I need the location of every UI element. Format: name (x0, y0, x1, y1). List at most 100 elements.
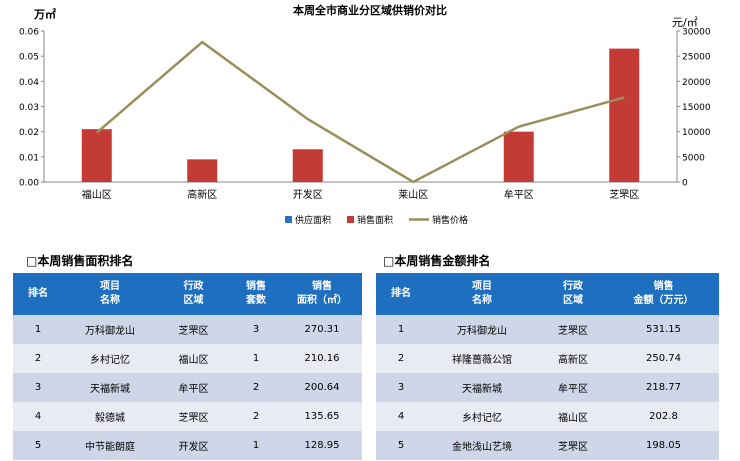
table-row: 2 祥隆蔷薇公馆 高新区 250.74 (376, 344, 719, 373)
y-left-tick-label: 0.00 (19, 179, 39, 189)
table-cell: 218.77 (608, 373, 719, 402)
square-icon: □ (26, 254, 38, 268)
table-cell: 万科御龙山 (63, 315, 157, 344)
column-header: 销售 套数 (230, 273, 282, 315)
legend-swatch (285, 216, 292, 223)
bar-销售面积 (292, 149, 323, 182)
table-header-row: 排名 项目 名称 行政 区域 销售 套数 销售 面积（㎡） (13, 273, 362, 315)
table-cell: 2 (230, 373, 282, 402)
table-cell: 芝罘区 (157, 402, 230, 431)
y-right-tick-label: 0 (682, 179, 688, 189)
line-销售价格 (95, 40, 625, 184)
area-table-title-text: 本周销售面积排名 (37, 254, 134, 268)
table-cell: 牟平区 (157, 373, 230, 402)
x-tick-label: 牟平区 (504, 188, 534, 201)
y-left-tick-label: 0.05 (19, 53, 39, 63)
table-cell: 芝罘区 (538, 431, 608, 460)
y-left-unit: 万㎡ (33, 7, 56, 21)
table-row: 1 万科御龙山 芝罘区 531.15 (376, 315, 719, 344)
column-header: 销售 面积（㎡） (282, 273, 362, 315)
bar-销售面积 (187, 159, 218, 182)
column-header: 行政 区域 (538, 273, 608, 315)
table-cell: 250.74 (608, 344, 719, 373)
table-cell: 2 (230, 402, 282, 431)
table-cell: 3 (13, 373, 63, 402)
bar-销售面积 (503, 131, 534, 182)
table-cell: 毅德城 (63, 402, 157, 431)
square-icon: □ (383, 254, 395, 268)
table-cell: 202.8 (608, 402, 719, 431)
table-row: 4 乡村记忆 福山区 202.8 (376, 402, 719, 431)
column-header: 排名 (376, 273, 426, 315)
table-cell: 牟平区 (538, 373, 608, 402)
bar-销售面积 (81, 129, 112, 182)
y-right-tick-label: 15000 (682, 103, 711, 113)
column-header: 排名 (13, 273, 63, 315)
table-cell: 128.95 (282, 431, 362, 460)
x-tick-label: 福山区 (82, 188, 112, 201)
y-right-tick-label: 20000 (682, 78, 711, 88)
y-left-tick-label: 0.06 (19, 28, 39, 38)
table-cell: 1 (13, 315, 63, 344)
table-cell: 531.15 (608, 315, 719, 344)
table-cell: 天福新城 (63, 373, 157, 402)
table-cell: 4 (13, 402, 63, 431)
table-cell: 天福新城 (426, 373, 538, 402)
table-cell: 270.31 (282, 315, 362, 344)
table-row: 5 金地浅山艺境 芝罘区 198.05 (376, 431, 719, 460)
y-left-tick-label: 0.01 (19, 153, 39, 163)
table-cell: 祥隆蔷薇公馆 (426, 344, 538, 373)
x-tick-label: 高新区 (187, 188, 217, 201)
x-tick-label: 莱山区 (398, 189, 428, 201)
table-cell: 福山区 (157, 344, 230, 373)
table-cell: 万科御龙山 (426, 315, 538, 344)
table-cell: 3 (376, 373, 426, 402)
table-cell: 福山区 (538, 402, 608, 431)
table-cell: 198.05 (608, 431, 719, 460)
legend-swatch (347, 216, 354, 223)
table-cell: 芝罘区 (157, 315, 230, 344)
table-cell: 2 (13, 344, 63, 373)
table-cell: 中节能朗庭 (63, 431, 157, 460)
table-row: 5 中节能朗庭 开发区 1 128.95 (13, 431, 362, 460)
y-right-tick-label: 5000 (682, 153, 705, 163)
area-ranking-table: 排名 项目 名称 行政 区域 销售 套数 销售 面积（㎡） 1 万科御龙山 芝罘区 3 270.31 2 乡… (13, 273, 362, 460)
table-cell: 高新区 (538, 344, 608, 373)
y-right-unit: 元/㎡ (672, 16, 698, 29)
bar-销售面积 (609, 48, 640, 182)
table-cell: 210.16 (282, 344, 362, 373)
table-row: 4 毅德城 芝罘区 2 135.65 (13, 402, 362, 431)
table-cell: 3 (230, 315, 282, 344)
table-cell: 乡村记忆 (426, 402, 538, 431)
column-header: 项目 名称 (63, 273, 157, 315)
table-header-row: 排名 项目 名称 行政 区域 销售 金额（万元） (376, 273, 719, 315)
table-cell: 4 (376, 402, 426, 431)
legend-label: 销售面积 (357, 214, 393, 226)
table-cell: 1 (230, 431, 282, 460)
legend-label: 销售价格 (432, 214, 468, 226)
table-row: 3 天福新城 牟平区 2 200.64 (13, 373, 362, 402)
x-tick-label: 开发区 (293, 188, 323, 201)
table-cell: 135.65 (282, 402, 362, 431)
table-cell: 2 (376, 344, 426, 373)
amount-ranking-table: 排名 项目 名称 行政 区域 销售 金额（万元） 1 万科御龙山 芝罘区 531.15 2 祥隆蔷薇公… (376, 273, 719, 460)
column-header: 项目 名称 (426, 273, 538, 315)
table-cell: 1 (376, 315, 426, 344)
table-row: 3 天福新城 牟平区 218.77 (376, 373, 719, 402)
column-header: 销售 金额（万元） (608, 273, 719, 315)
amount-table-title-text: 本周销售金额排名 (394, 254, 491, 268)
y-right-tick-label: 10000 (682, 128, 711, 138)
amount-table-title: □本周销售金额排名 (383, 252, 490, 269)
y-left-tick-label: 0.03 (19, 103, 39, 113)
legend-label: 供应面积 (295, 214, 331, 226)
y-left-tick-label: 0.02 (19, 128, 39, 138)
table-row: 1 万科御龙山 芝罘区 3 270.31 (13, 315, 362, 344)
table-cell: 芝罘区 (538, 315, 608, 344)
y-right-tick-label: 30000 (682, 28, 711, 38)
table-cell: 200.64 (282, 373, 362, 402)
y-left-tick-label: 0.04 (19, 78, 39, 88)
column-header: 行政 区域 (157, 273, 230, 315)
table-cell: 乡村记忆 (63, 344, 157, 373)
table-cell: 5 (13, 431, 63, 460)
